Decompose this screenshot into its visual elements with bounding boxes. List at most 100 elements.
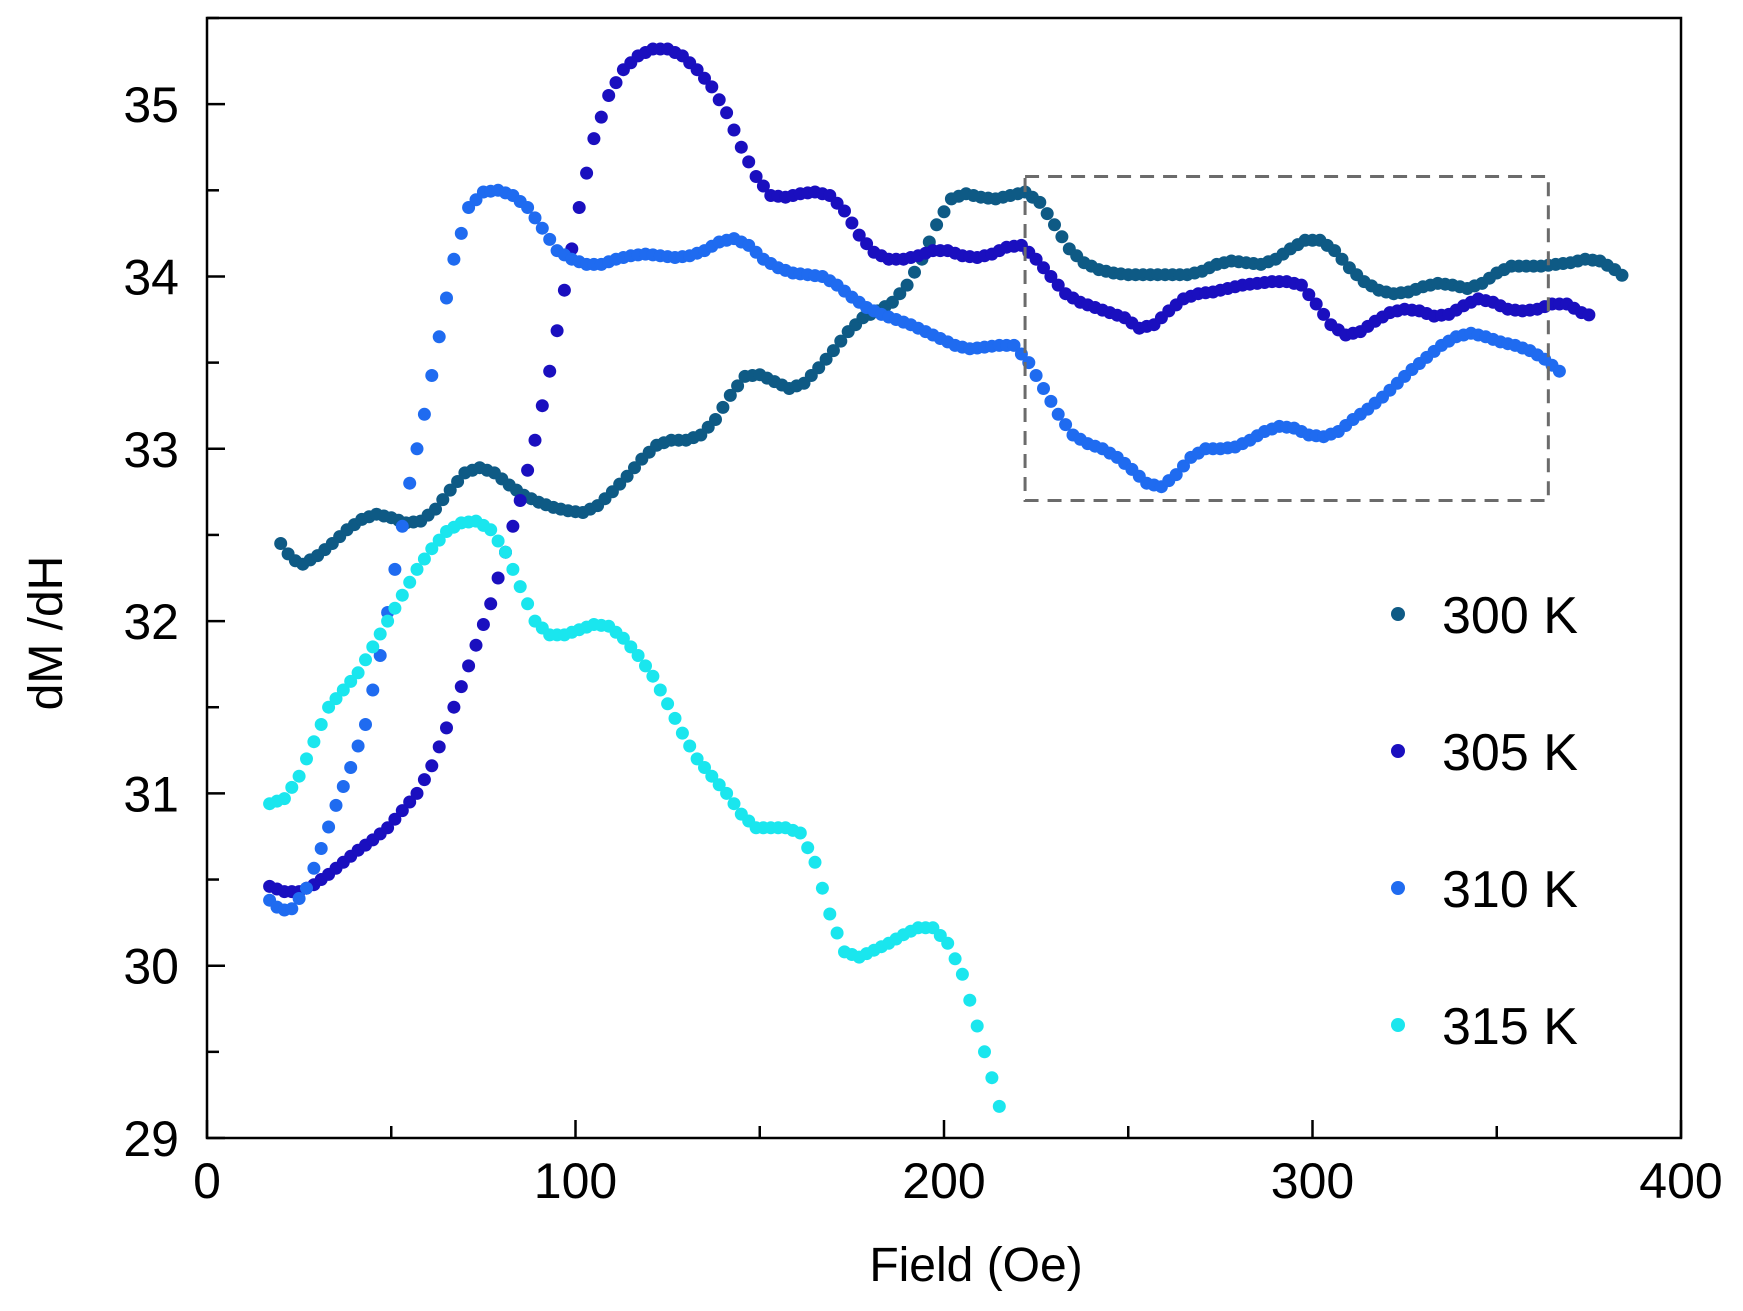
data-point — [620, 469, 634, 483]
data-point — [716, 400, 730, 414]
data-point — [594, 110, 608, 124]
data-point — [1051, 278, 1065, 292]
legend-item-305k: 305 K — [1391, 724, 1578, 782]
data-point — [720, 786, 734, 800]
data-point — [1335, 252, 1349, 266]
data-point — [314, 842, 328, 855]
data-point — [535, 221, 549, 235]
y-tick-label: 30 — [123, 939, 179, 995]
data-point — [285, 902, 299, 916]
data-point — [344, 761, 358, 774]
data-point — [1044, 270, 1058, 283]
data-point — [628, 461, 641, 475]
data-point — [403, 795, 417, 809]
series-300k — [274, 185, 1629, 571]
legend-marker-310k — [1391, 881, 1405, 895]
data-point — [454, 226, 468, 240]
data-point — [838, 204, 851, 218]
data-point — [661, 697, 675, 711]
data-point — [1029, 252, 1043, 266]
legend-label-315k: 315 K — [1442, 998, 1578, 1056]
data-point — [1302, 288, 1316, 302]
data-point — [609, 76, 623, 90]
data-point — [1040, 207, 1054, 221]
legend-label-300k: 300 K — [1442, 587, 1578, 645]
data-point — [469, 638, 483, 652]
data-point — [1051, 407, 1065, 421]
y-axis-title: dM /dH — [20, 556, 73, 711]
data-point — [742, 155, 756, 169]
data-point — [417, 773, 431, 787]
series-305k — [263, 42, 1596, 899]
data-point — [808, 855, 822, 869]
plot-frame — [205, 16, 1683, 1140]
data-point — [646, 669, 660, 683]
data-point — [653, 683, 667, 697]
data-point — [395, 519, 409, 533]
data-point — [300, 881, 313, 895]
data-point — [826, 344, 840, 358]
data-point — [440, 721, 453, 735]
x-tick-label: 300 — [1271, 1153, 1354, 1209]
series-310k — [263, 183, 1566, 917]
data-point — [322, 820, 336, 834]
data-point — [985, 1071, 999, 1085]
data-point — [723, 388, 737, 402]
data-point — [440, 291, 453, 305]
data-point — [734, 140, 748, 154]
data-point — [823, 907, 837, 921]
data-point — [292, 769, 306, 783]
data-point — [675, 726, 689, 740]
data-point — [690, 63, 704, 77]
data-point — [727, 797, 741, 811]
data-point — [1007, 338, 1021, 352]
data-point — [351, 666, 365, 680]
data-point — [955, 967, 969, 981]
data-point — [432, 740, 446, 754]
legend: 300 K 305 K 310 K 315 K — [1391, 587, 1578, 1056]
data-point — [690, 752, 704, 766]
data-point — [410, 786, 424, 800]
data-point — [443, 483, 457, 497]
data-point — [307, 735, 321, 749]
data-point — [388, 562, 402, 576]
data-point — [410, 442, 424, 456]
data-point — [388, 812, 402, 826]
data-point — [425, 542, 439, 556]
data-point — [1328, 244, 1342, 258]
data-point — [506, 519, 520, 533]
data-point — [1033, 195, 1047, 209]
x-axis-title: Field (Oe) — [869, 1239, 1082, 1292]
tick-labels: 0 100 200 300 400 29 30 31 32 33 34 35 — [123, 77, 1722, 1209]
data-point — [587, 132, 601, 146]
data-point — [727, 123, 741, 137]
data-point — [373, 627, 387, 641]
data-point — [705, 769, 719, 783]
data-point — [709, 413, 722, 426]
data-point — [491, 534, 505, 548]
data-point — [937, 205, 951, 219]
data-point — [720, 106, 734, 120]
data-point — [557, 283, 571, 297]
data-point — [307, 861, 321, 875]
data-point — [580, 166, 594, 180]
data-point — [425, 369, 439, 382]
data-point — [329, 798, 343, 812]
data-point — [930, 218, 944, 232]
axis-ticks — [205, 16, 1683, 1140]
data-point — [359, 718, 372, 731]
y-tick-label: 32 — [123, 594, 179, 650]
x-tick-label: 100 — [534, 1153, 617, 1209]
data-point — [698, 71, 711, 85]
data-point — [484, 597, 498, 611]
data-point — [1029, 369, 1043, 382]
data-point — [852, 228, 866, 242]
legend-item-300k: 300 K — [1391, 587, 1578, 645]
data-point — [535, 399, 549, 413]
data-point — [359, 653, 372, 667]
data-point — [908, 265, 921, 279]
y-tick-label: 29 — [123, 1111, 179, 1167]
data-point — [476, 618, 490, 631]
data-point — [499, 545, 512, 559]
data-point — [941, 936, 955, 950]
